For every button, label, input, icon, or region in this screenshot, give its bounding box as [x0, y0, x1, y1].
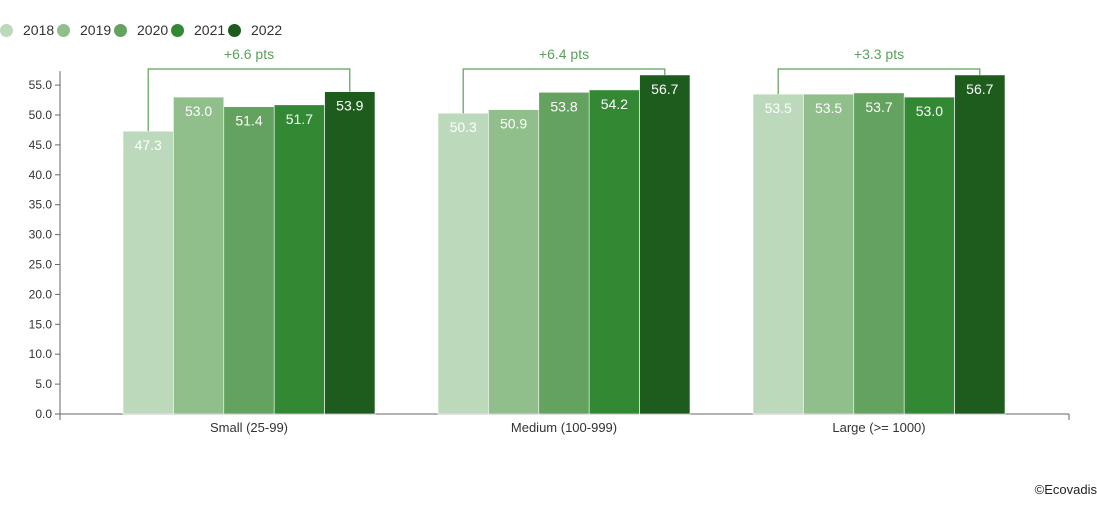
data-label: 54.2: [601, 96, 628, 112]
legend-item-2022[interactable]: 2022: [228, 20, 282, 40]
data-label: 53.5: [815, 100, 842, 116]
bar: [538, 91, 590, 415]
bar: [903, 96, 955, 415]
copyright-text: ©Ecovadis: [1034, 482, 1097, 497]
legend-item-2021[interactable]: 2021: [171, 20, 225, 40]
bar: [752, 93, 804, 415]
data-label: 53.8: [550, 98, 577, 114]
y-tick-label: 0.0: [35, 407, 52, 421]
data-label: 53.7: [865, 99, 892, 115]
y-tick-label: 20.0: [29, 287, 53, 301]
y-tick-label: 35.0: [29, 198, 53, 212]
change-annotation: +6.6 pts: [224, 46, 274, 62]
data-label: 53.0: [916, 103, 943, 119]
y-tick-label: 25.0: [29, 258, 53, 272]
y-tick-label: 45.0: [29, 138, 53, 152]
legend-item-2018[interactable]: 2018: [0, 20, 54, 40]
change-annotation: +6.4 pts: [539, 46, 589, 62]
data-label: 51.4: [235, 113, 262, 129]
legend-label-2020: 2020: [137, 22, 169, 38]
change-annotation: +3.3 pts: [854, 46, 904, 62]
legend-label-2022: 2022: [251, 22, 283, 38]
bar: [122, 130, 174, 415]
y-tick-label: 10.0: [29, 347, 53, 361]
bar: [488, 109, 540, 415]
y-tick-label: 40.0: [29, 168, 53, 182]
data-label: 51.7: [286, 111, 313, 127]
bar: [324, 91, 376, 415]
bar: [273, 104, 325, 415]
data-label: 56.7: [966, 81, 993, 97]
legend-label-2019: 2019: [80, 22, 112, 38]
y-tick-label: 50.0: [29, 108, 53, 122]
data-label: 53.5: [765, 100, 792, 116]
change-bracket: [777, 68, 981, 95]
legend-swatch-2019: [57, 23, 70, 37]
data-label: 56.7: [651, 81, 678, 97]
data-label: 47.3: [135, 137, 162, 153]
y-tick-label: 5.0: [35, 377, 52, 391]
x-tick-label: Small (25-99): [210, 420, 288, 435]
x-tick-label: Large (>= 1000): [832, 420, 925, 435]
legend-swatch-2018: [0, 23, 13, 37]
change-bracket: [147, 68, 351, 132]
bar: [954, 74, 1006, 415]
bar: [437, 112, 489, 415]
data-label: 53.0: [185, 103, 212, 119]
bar: [173, 96, 225, 415]
y-tick-label: 55.0: [29, 78, 53, 92]
change-bracket: [462, 68, 666, 114]
y-tick-label: 15.0: [29, 317, 53, 331]
data-label: 53.9: [336, 98, 363, 114]
x-tick-label: Medium (100-999): [511, 420, 617, 435]
data-label: 50.3: [450, 119, 477, 135]
bar: [853, 92, 905, 415]
bar-chart: 0.0 5.0 10.0 15.0 20.0 25.0 30.0 35.0 40.0 45.0 50…: [29, 46, 1070, 435]
legend-label-2018: 2018: [23, 22, 55, 38]
bar: [639, 74, 691, 415]
legend-swatch-2021: [171, 23, 184, 37]
legend-swatch-2020: [114, 23, 127, 37]
bar: [803, 93, 855, 415]
legend-swatch-2022: [228, 23, 241, 37]
data-label: 50.9: [500, 116, 527, 132]
legend-item-2020[interactable]: 2020: [114, 20, 168, 40]
bar: [223, 106, 275, 415]
legend-label-2021: 2021: [194, 22, 226, 38]
y-tick-label: 30.0: [29, 228, 53, 242]
legend-item-2019[interactable]: 2019: [57, 20, 111, 40]
bar: [588, 89, 640, 415]
